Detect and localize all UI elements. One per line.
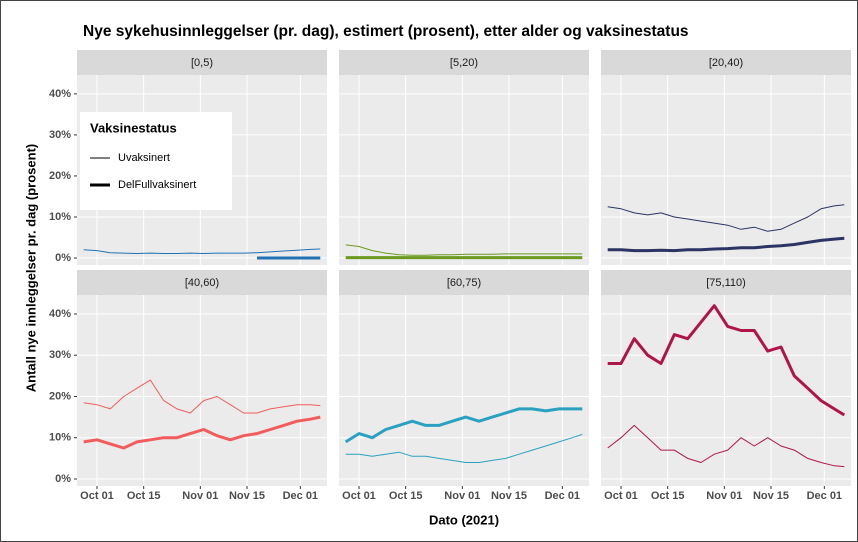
y-tick-label: 0% [55,252,71,264]
series-line [607,304,846,417]
strip [77,50,327,75]
x-tick-label: Nov 01 [444,490,480,502]
strip [77,270,327,295]
x-tick-label: Oct 15 [651,490,685,502]
x-tick-label: Dec 01 [545,490,580,502]
x-tick-label: Dec 01 [807,490,842,502]
y-tick-label: 10% [49,211,71,223]
panel-background [339,75,589,265]
x-tick-label: Oct 15 [389,490,423,502]
y-tick-label: 20% [49,170,71,182]
strip [339,270,589,295]
x-tick-label: Nov 15 [491,490,527,502]
x-tick-label: Oct 01 [80,490,114,502]
series-line [83,248,321,254]
strip-label: [20,40) [709,57,743,69]
chart-title: Nye sykehusinnleggelser (pr. dag), estim… [83,23,689,40]
legend-label: DelFullvaksinert [118,179,196,191]
strip [601,270,851,295]
legend-title: Vaksinestatus [90,120,177,135]
x-tick-label: Oct 01 [342,490,376,502]
series-line [345,244,583,256]
panel-background [339,295,589,486]
y-tick-label: 30% [49,349,71,361]
x-tick-label: Nov 01 [182,490,218,502]
y-tick-label: 10% [49,432,71,444]
x-axis-label: Dato (2021) [429,512,499,527]
strip [601,50,851,75]
series-line [607,204,845,232]
series-line [83,379,321,414]
strip [339,50,589,75]
x-tick-label: Nov 01 [706,490,742,502]
y-tick-label: 20% [49,390,71,402]
y-tick-label: 40% [49,308,71,320]
series-line [607,424,845,468]
x-tick-label: Nov 15 [753,490,789,502]
series-line [83,415,321,450]
strip-label: [40,60) [185,277,219,289]
strip-label: [0,5) [191,57,213,69]
strip-label: [75,110) [706,277,746,289]
y-tick-label: 30% [49,129,71,141]
strip-label: [60,75) [447,277,481,289]
panel-background [77,295,327,486]
series-line [345,433,583,463]
series-line [607,236,845,253]
y-axis-label: Antall nye innleggelser pr. dag (prosent… [23,144,38,393]
x-tick-label: Dec 01 [283,490,318,502]
y-tick-label: 40% [49,88,71,100]
legend-box [80,112,232,210]
legend-label: Uvaksinert [118,152,170,164]
panel-background [601,75,851,265]
x-tick-label: Nov 15 [229,490,265,502]
series-line [344,407,583,444]
x-tick-label: Oct 01 [604,490,638,502]
strip-label: [5,20) [450,57,478,69]
y-tick-label: 0% [55,473,71,485]
x-tick-label: Oct 15 [127,490,161,502]
